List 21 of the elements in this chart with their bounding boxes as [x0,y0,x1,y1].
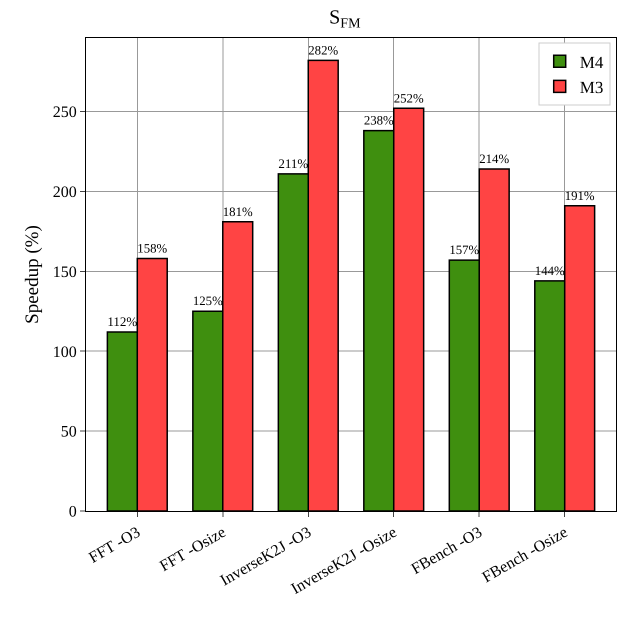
y-tick-label: 100 [52,344,77,361]
x-tick-label: FFT -O3 [86,524,144,567]
legend-label: M4 [580,52,604,72]
data-label: 238% [364,114,394,128]
y-tick-label: 200 [52,184,77,202]
data-label: 181% [222,204,253,219]
data-label: 211% [278,156,308,171]
chart-title: S$_{FM}$ [329,6,362,32]
data-label: 191% [564,188,595,203]
data-label: 157% [449,243,480,258]
legend-label: M3 [580,78,604,98]
data-label: 282% [308,43,338,58]
data-label: 214% [479,152,510,166]
y-tick-label: 150 [52,264,77,281]
data-label: 144% [534,264,566,278]
y-tick-label: 0 [68,504,77,521]
y-axis-title: Speedup (%) [22,225,43,324]
y-tick-label: 50 [60,424,77,441]
data-label: 158% [137,242,168,256]
y-tick-label: 250 [52,104,77,122]
data-label: 252% [394,91,424,106]
